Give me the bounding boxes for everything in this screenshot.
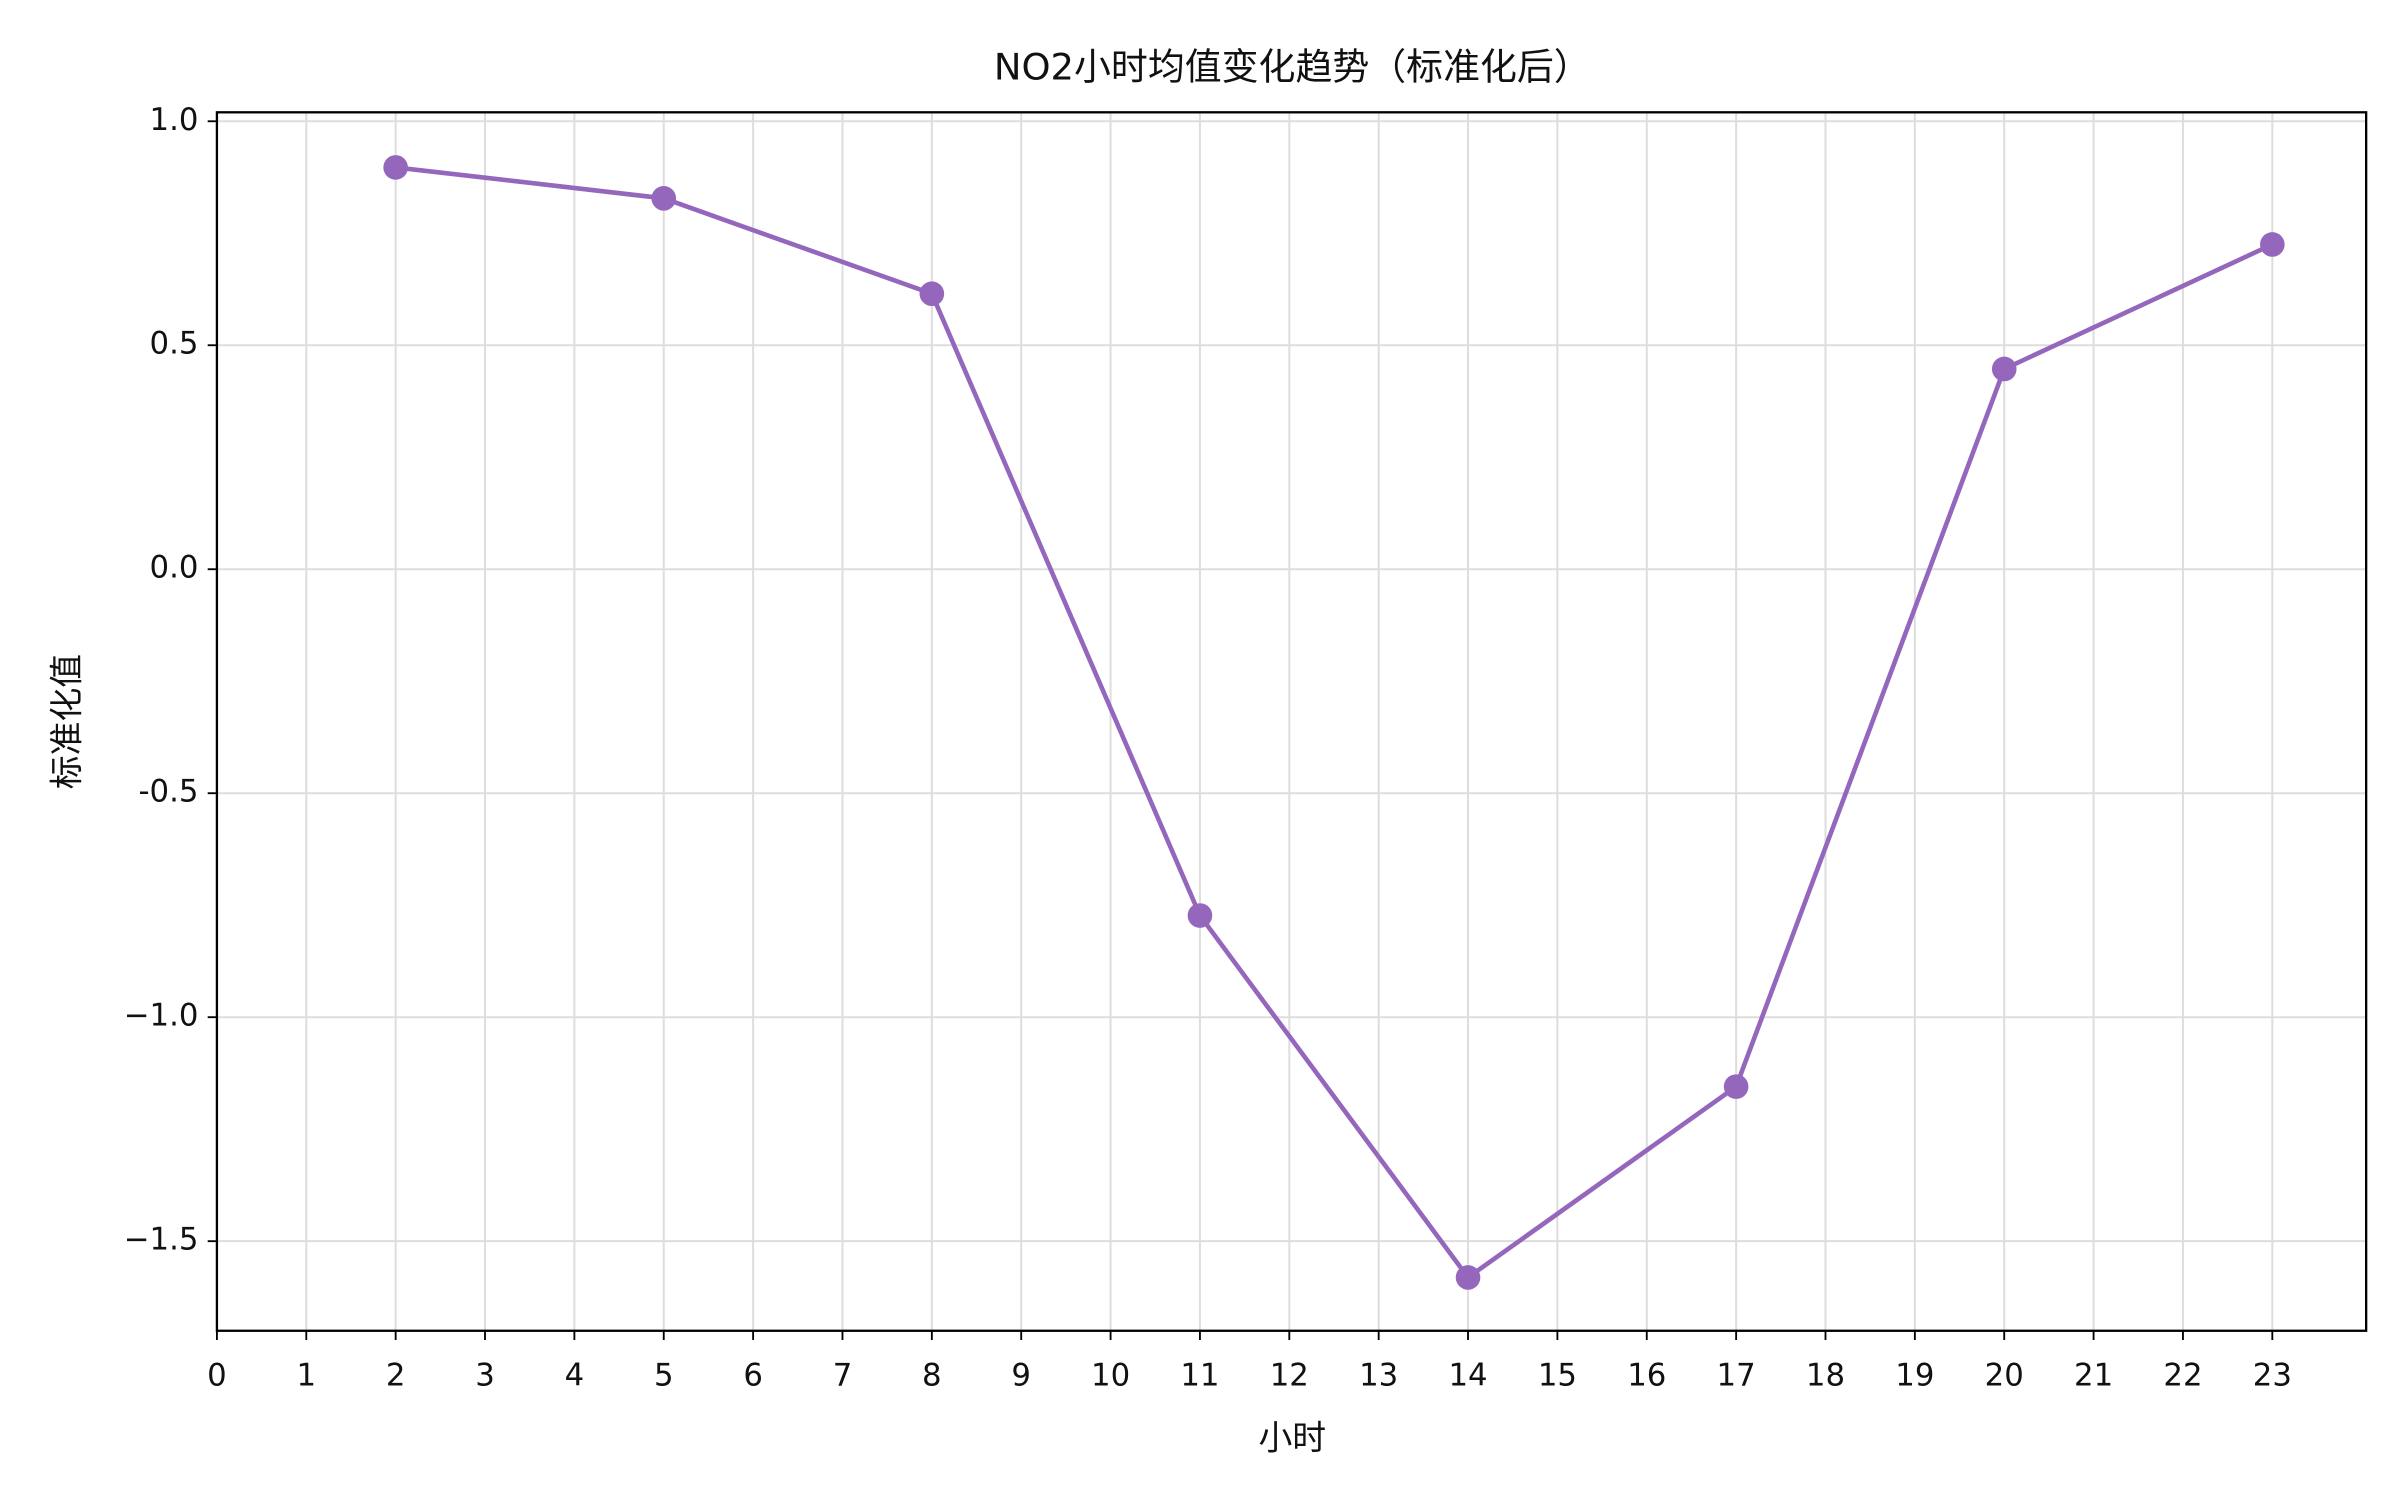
- x-tick-label: 15: [1538, 1357, 1577, 1393]
- point: [1455, 1265, 1481, 1290]
- chart-title: NO2小时均值变化趋势（标准化后）: [994, 46, 1591, 89]
- x-tick-label: 18: [1806, 1357, 1845, 1393]
- y-tick-label: 0.5: [150, 326, 199, 362]
- point: [383, 155, 408, 180]
- x-axis-label: 小时: [1258, 1419, 1326, 1458]
- x-tick-label: 6: [743, 1357, 763, 1393]
- y-tick-label: 0.0: [150, 550, 199, 586]
- x-tick-label: 2: [386, 1357, 406, 1393]
- axes-frame: [215, 111, 2368, 1332]
- grid: [215, 112, 2367, 1331]
- x-tick-label: 0: [207, 1357, 227, 1393]
- point: [651, 186, 677, 211]
- point: [1991, 356, 2017, 382]
- plot: [383, 155, 2285, 1290]
- x-tick-label: 1: [296, 1357, 316, 1393]
- point: [1723, 1074, 1749, 1099]
- y-tick-label: -0.5: [138, 774, 198, 810]
- x-tick-label: 21: [2074, 1357, 2113, 1393]
- y-axis-label: 标准化值: [48, 654, 87, 789]
- line: [395, 165, 2274, 1281]
- point: [919, 281, 945, 307]
- x-tick-label: 10: [1091, 1357, 1130, 1393]
- x-tick-label: 4: [565, 1357, 585, 1393]
- x-tick-label: 8: [922, 1357, 942, 1393]
- x-tick-label: 16: [1627, 1357, 1666, 1393]
- x-tick-label: 12: [1270, 1357, 1309, 1393]
- x-tick-label: 5: [654, 1357, 674, 1393]
- point: [2260, 232, 2285, 257]
- x-tick-label: 19: [1895, 1357, 1934, 1393]
- y-tick-label: 1.0: [150, 102, 199, 138]
- x-tick-label: 14: [1448, 1357, 1487, 1393]
- x-tick-label: 22: [2163, 1357, 2202, 1393]
- point: [1187, 903, 1213, 928]
- x-tick-label: 7: [833, 1357, 853, 1393]
- x-tick-label: 13: [1359, 1357, 1398, 1393]
- y-tick-label: −1.5: [124, 1222, 199, 1258]
- y-tick-label: −1.0: [124, 998, 199, 1034]
- x-tick-label: 23: [2253, 1357, 2292, 1393]
- x-tick-label: 20: [1985, 1357, 2024, 1393]
- x-tick-label: 3: [475, 1357, 495, 1393]
- x-tick-label: 17: [1717, 1357, 1756, 1393]
- x-tick-label: 9: [1011, 1357, 1031, 1393]
- x-tick-label: 11: [1180, 1357, 1219, 1393]
